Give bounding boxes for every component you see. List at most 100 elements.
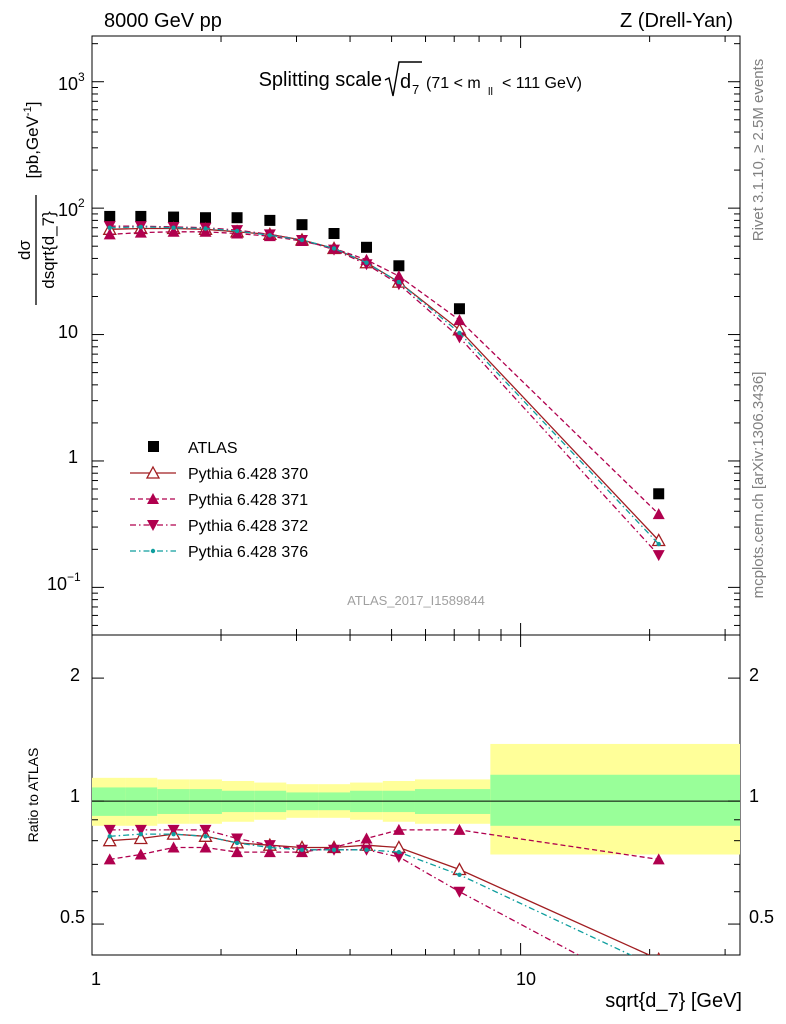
x-axis-label: sqrt{d_7} [GeV] — [605, 990, 742, 1012]
main-line-pythia-6-428-371 — [109, 231, 660, 515]
ratio-band-inner — [92, 787, 126, 816]
ratio-tick-label-0.5-right: 0.5 — [749, 907, 774, 927]
ratio-point-pythia-6-428-371 — [167, 841, 180, 853]
main-point-pythia-6-428-371 — [652, 508, 665, 520]
ratio-point-pythia-6-428-371 — [263, 846, 276, 858]
rivet-label: Rivet 3.1.10, ≥ 2.5M events — [750, 59, 767, 242]
title-range-sub: ll — [488, 86, 493, 98]
title-range-right: < 111 GeV) — [502, 75, 582, 92]
main-point-pythia-6-428-376 — [203, 226, 208, 231]
main-point-atlas — [231, 212, 243, 224]
ratio-point-pythia-6-428-371 — [652, 853, 665, 865]
main-point-pythia-6-428-376 — [171, 225, 176, 230]
main-ylabel: dσ dsqrt{d_7} — [15, 195, 58, 305]
sqrt-symbol — [384, 61, 422, 97]
main-point-pythia-6-428-376 — [457, 330, 462, 336]
ratio-ylabel: Ratio to ATLAS — [25, 748, 41, 843]
legend-marker-371 — [147, 493, 159, 504]
y-tick-label-1e2: 102 — [58, 196, 85, 220]
x-tick-label-10: 10 — [516, 969, 536, 989]
main-point-atlas — [135, 210, 147, 222]
ratio-point-pythia-6-428-371 — [392, 823, 405, 835]
main-point-pythia-6-428-371 — [453, 314, 466, 326]
ratio-tick-label-1-right: 1 — [749, 786, 759, 806]
ratio-line-pythia-6-428-371 — [109, 829, 659, 861]
ratio-point-pythia-6-428-371 — [103, 853, 116, 865]
y-tick-label-1e-1: 10−1 — [47, 570, 81, 594]
ratio-series-group — [102, 823, 665, 970]
ratio-point-pythia-6-428-376 — [364, 847, 369, 852]
main-point-atlas — [328, 228, 340, 240]
ratio-point-pythia-6-428-376 — [203, 834, 208, 839]
main-point-pythia-6-428-376 — [267, 233, 273, 238]
main-ylabel-units: [pb,GeV-1] — [22, 102, 42, 179]
legend-label-372: Pythia 6.428 372 — [188, 518, 308, 535]
main-series-group — [102, 210, 666, 562]
main-point-pythia-6-428-376 — [396, 279, 402, 285]
ratio-point-pythia-6-428-376 — [331, 847, 337, 852]
main-point-pythia-6-428-376 — [364, 260, 369, 265]
main-point-pythia-6-428-371 — [103, 228, 116, 240]
ratio-point-pythia-6-428-372 — [392, 851, 405, 863]
ratio-point-pythia-6-428-371 — [134, 848, 147, 860]
main-point-atlas — [104, 210, 116, 222]
main-point-pythia-6-428-372 — [652, 550, 665, 562]
main-point-pythia-6-428-376 — [107, 225, 112, 230]
title-range-left: (71 < m — [426, 75, 481, 92]
legend-marker-370 — [145, 465, 161, 479]
ylabel-units-sup: -1 — [22, 106, 34, 116]
analysis-watermark: ATLAS_2017_I1589844 — [347, 593, 485, 608]
ratio-point-pythia-6-428-371 — [199, 841, 212, 853]
title-symbol-sub: 7 — [412, 82, 419, 97]
main-point-atlas — [393, 260, 405, 272]
ratio-point-pythia-6-428-376 — [396, 849, 402, 855]
legend-marker-atlas — [148, 441, 159, 452]
ratio-point-pythia-6-428-372 — [167, 824, 180, 836]
ratio-point-pythia-6-428-376 — [107, 834, 112, 839]
plot-title: Splitting scale d 7 (71 < m ll < 111 GeV… — [259, 61, 582, 98]
legend-label-371: Pythia 6.428 371 — [188, 492, 308, 509]
ylabel-denominator: dsqrt{d_7} — [39, 211, 58, 289]
ratio-tick-label-1-left: 1 — [70, 786, 80, 806]
ratio-line-pythia-6-428-376 — [109, 833, 633, 955]
ratio-point-pythia-6-428-372 — [103, 824, 116, 836]
y-tick-label-10: 10 — [58, 322, 78, 342]
mcplots-label: mcplots.cern.ch [arXiv:1306.3436] — [750, 372, 767, 599]
main-point-pythia-6-428-376 — [299, 237, 305, 243]
legend-label-370: Pythia 6.428 370 — [188, 466, 308, 483]
legend: ATLAS Pythia 6.428 370 Pythia 6.428 371 … — [130, 440, 308, 561]
ylabel-units-close: ] — [23, 102, 42, 107]
main-point-pythia-6-428-371 — [392, 270, 405, 282]
main-point-atlas — [200, 212, 212, 224]
ratio-point-pythia-6-428-376 — [234, 840, 240, 846]
ratio-tick-label-2-left: 2 — [70, 665, 80, 685]
ratio-point-pythia-6-428-376 — [138, 831, 144, 837]
legend-label-376: Pythia 6.428 376 — [188, 544, 308, 561]
title-symbol: d — [400, 71, 411, 93]
main-point-pythia-6-428-372 — [392, 279, 405, 291]
ratio-point-pythia-6-428-376 — [457, 872, 462, 878]
ratio-point-pythia-6-428-370 — [657, 951, 661, 955]
main-point-atlas — [296, 219, 308, 231]
ratio-band-inner — [490, 774, 740, 826]
ratio-uncertainty-bands — [92, 743, 740, 855]
legend-label-atlas: ATLAS — [188, 440, 238, 457]
axis-ticks — [91, 36, 740, 955]
main-point-atlas — [361, 241, 373, 253]
ratio-point-pythia-6-428-372 — [453, 886, 466, 898]
legend-marker-376 — [150, 548, 156, 554]
ratio-point-pythia-6-428-370 — [133, 831, 148, 845]
ylabel-units: [pb,GeV — [23, 115, 42, 178]
ratio-point-pythia-6-428-376 — [657, 966, 661, 970]
main-point-pythia-6-428-376 — [138, 224, 144, 230]
ratio-point-pythia-6-428-376 — [299, 847, 305, 852]
ratio-tick-label-0.5-left: 0.5 — [60, 907, 85, 927]
ratio-point-pythia-6-428-372 — [134, 824, 147, 836]
svg-text:[pb,GeV-1]: [pb,GeV-1] — [22, 102, 42, 179]
ratio-band-inner — [125, 787, 158, 816]
ratio-point-pythia-6-428-371 — [231, 846, 244, 858]
main-point-pythia-6-428-376 — [331, 246, 337, 251]
ylabel-numerator: dσ — [15, 240, 34, 260]
ratio-point-pythia-6-428-376 — [267, 845, 273, 850]
